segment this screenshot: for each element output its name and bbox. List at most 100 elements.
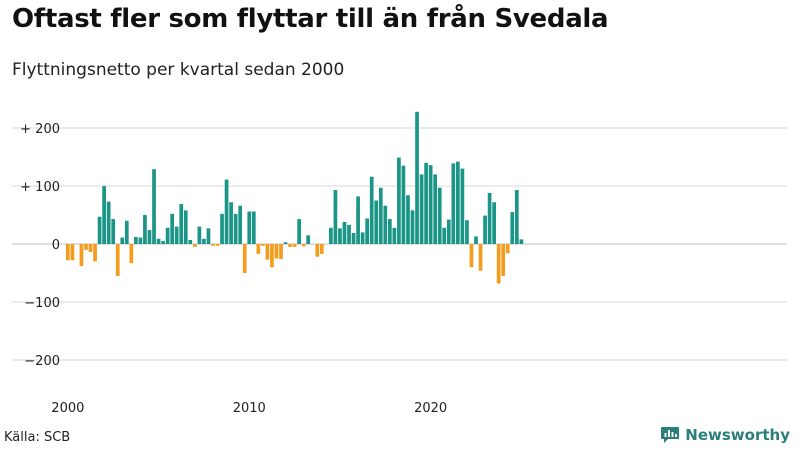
bar (478, 244, 483, 271)
bar (351, 232, 356, 244)
bar (115, 244, 120, 276)
bar (134, 237, 138, 244)
bar (401, 165, 406, 244)
bar (378, 187, 383, 244)
bar (242, 244, 247, 273)
bar (338, 228, 342, 244)
bar (514, 190, 519, 244)
bar (192, 244, 197, 247)
bar (170, 213, 175, 244)
bar (487, 192, 492, 244)
bar (360, 232, 365, 244)
bar (102, 186, 106, 244)
bar (197, 226, 202, 244)
bar (283, 242, 288, 244)
bar (84, 244, 88, 250)
bar (247, 211, 252, 244)
bar (519, 239, 524, 244)
bar (297, 219, 301, 244)
bar (292, 244, 297, 247)
bar (261, 244, 265, 246)
bar (129, 244, 134, 264)
brand-name: Newsworthy (685, 426, 790, 444)
bar (206, 228, 211, 244)
bar (342, 221, 347, 244)
bar (156, 238, 161, 244)
bar (220, 213, 224, 244)
x-tick-label: 2020 (414, 401, 447, 416)
bar (510, 212, 515, 244)
bar (456, 161, 460, 244)
newsworthy-bar-chart-icon (661, 427, 680, 443)
bar (165, 227, 170, 244)
bar (66, 244, 70, 261)
bar (238, 205, 243, 244)
bar (147, 230, 152, 244)
bar (369, 176, 374, 244)
bar (188, 239, 193, 244)
bar (437, 187, 442, 244)
bar (202, 238, 206, 244)
bar (274, 244, 279, 259)
bar (251, 211, 256, 244)
bar (111, 219, 116, 244)
bar (183, 210, 188, 244)
bar (442, 227, 447, 244)
bar (356, 196, 360, 244)
bar (374, 200, 379, 244)
bar (469, 244, 474, 268)
bar-chart: + 200 + 100 0 −100 −200 2000 2010 2020 (12, 111, 787, 416)
bar (106, 201, 111, 244)
y-tick-label: 0 (52, 238, 60, 253)
bar (93, 244, 97, 262)
bar (501, 244, 506, 276)
bar (419, 174, 424, 244)
bar (410, 210, 415, 244)
bar (97, 216, 102, 244)
chart-subtitle: Flyttningsnetto per kvartal sedan 2000 (12, 60, 345, 80)
bar (415, 111, 419, 244)
bar (387, 219, 392, 244)
bar (433, 174, 438, 244)
bar (120, 237, 125, 244)
bar (270, 244, 274, 268)
bar (406, 195, 410, 244)
bar (233, 213, 238, 244)
bar (279, 244, 283, 260)
bar (465, 220, 469, 244)
bar (306, 235, 311, 244)
y-tick-label: + 200 (20, 122, 60, 137)
bar (229, 202, 233, 244)
chart-title: Oftast fler som flyttar till än från Sve… (12, 4, 609, 34)
bar (333, 190, 338, 244)
bar (152, 169, 156, 244)
y-tick-label: + 100 (20, 180, 60, 195)
x-tick-label: 2000 (51, 401, 84, 416)
bar (256, 244, 261, 254)
bar (265, 244, 270, 260)
bar (315, 244, 320, 257)
y-tick-label: −200 (24, 354, 60, 369)
bar (496, 244, 501, 284)
bar (224, 179, 229, 244)
bar (460, 168, 465, 244)
brand-logo: Newsworthy (660, 426, 790, 444)
bar (143, 215, 147, 244)
bar (88, 244, 93, 253)
bar (424, 162, 428, 244)
bar (347, 224, 351, 244)
bar (319, 244, 324, 254)
bar (288, 244, 292, 247)
bar (451, 163, 456, 244)
bar (179, 203, 184, 244)
bar (301, 244, 306, 247)
bar (505, 244, 510, 254)
bar (138, 237, 143, 244)
bar (483, 215, 487, 244)
bar (383, 205, 388, 244)
bar (161, 241, 165, 244)
bar (446, 219, 451, 244)
bar (215, 244, 220, 246)
bar (428, 165, 433, 244)
source-label: Källa: SCB (4, 430, 71, 445)
